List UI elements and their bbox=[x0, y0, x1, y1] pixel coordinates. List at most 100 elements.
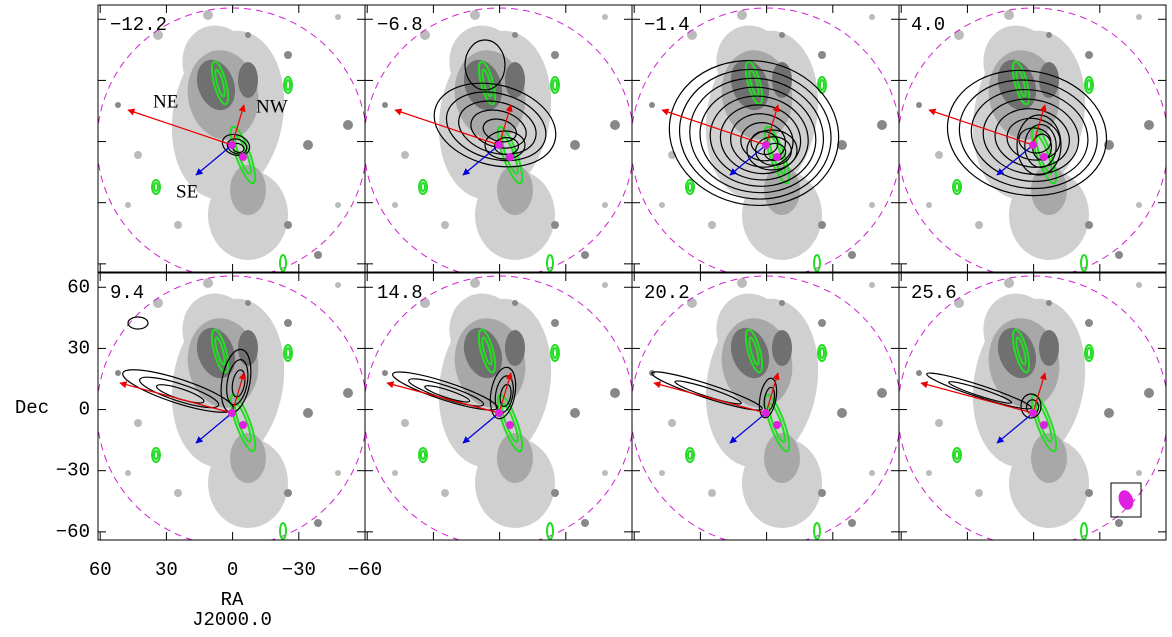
source bbox=[495, 409, 503, 417]
green-contour bbox=[813, 254, 821, 272]
x-tick-label: 60 bbox=[89, 559, 112, 581]
star bbox=[869, 202, 875, 208]
star bbox=[134, 419, 142, 427]
green-contour bbox=[819, 79, 825, 91]
black-contour bbox=[709, 95, 809, 181]
source bbox=[239, 153, 247, 161]
panel: 4.0 bbox=[898, 4, 1167, 273]
panel: NE NW SE −12.2 bbox=[97, 4, 366, 273]
star bbox=[1085, 51, 1093, 59]
black-contour bbox=[1016, 114, 1062, 176]
x-tick-label: −30 bbox=[282, 559, 316, 581]
black-contour bbox=[433, 82, 557, 168]
star bbox=[343, 388, 353, 398]
green-contour bbox=[477, 328, 497, 374]
star bbox=[975, 489, 983, 497]
black-contour bbox=[926, 372, 1032, 410]
star bbox=[954, 298, 964, 308]
green-contour bbox=[1011, 60, 1031, 106]
star bbox=[1046, 32, 1052, 38]
star bbox=[1085, 319, 1093, 327]
star bbox=[659, 202, 665, 208]
green-contour bbox=[817, 344, 827, 362]
green-contour bbox=[763, 393, 791, 453]
green-contour bbox=[1015, 68, 1027, 98]
star bbox=[314, 251, 322, 259]
panel-content bbox=[899, 7, 1166, 272]
black-contour bbox=[464, 39, 506, 91]
black-contour bbox=[994, 108, 1070, 168]
green-contour bbox=[229, 393, 257, 453]
green-contour bbox=[552, 79, 558, 91]
arrow-ne bbox=[920, 381, 1034, 414]
green-contour bbox=[151, 447, 161, 463]
star bbox=[1004, 10, 1014, 20]
black-contour bbox=[139, 376, 220, 409]
x-axis-label-2: J2000.0 bbox=[192, 609, 272, 631]
grey-emission bbox=[1039, 330, 1059, 366]
star bbox=[470, 10, 480, 20]
grey-emission bbox=[505, 62, 525, 98]
x-axis-label: RA bbox=[221, 589, 244, 611]
arrow-ne bbox=[394, 108, 500, 146]
star bbox=[303, 140, 313, 150]
source bbox=[762, 141, 770, 149]
star bbox=[1115, 519, 1123, 527]
black-contour bbox=[758, 377, 778, 419]
panel-label: 9.4 bbox=[110, 282, 144, 304]
star bbox=[1136, 470, 1142, 476]
star bbox=[779, 300, 785, 306]
grey-emission bbox=[997, 327, 1037, 379]
panel-content bbox=[632, 7, 899, 272]
star bbox=[687, 30, 697, 40]
grey-emission bbox=[463, 327, 503, 379]
panel: 9.4 60 30 0 −30 −60 60 30 0 −30 −60 bbox=[56, 272, 382, 581]
star bbox=[401, 419, 409, 427]
star bbox=[125, 470, 131, 476]
star bbox=[610, 388, 620, 398]
green-contour bbox=[550, 344, 560, 362]
green-contour bbox=[420, 182, 426, 192]
grey-emission bbox=[238, 330, 258, 366]
star bbox=[837, 140, 847, 150]
arrow-nw bbox=[1032, 104, 1047, 146]
star bbox=[737, 10, 747, 20]
green-contour bbox=[418, 447, 428, 463]
star bbox=[869, 470, 875, 476]
panel-label: 4.0 bbox=[911, 14, 945, 36]
star bbox=[602, 282, 608, 288]
star bbox=[1004, 278, 1014, 288]
green-contour bbox=[1080, 522, 1088, 540]
star bbox=[115, 102, 121, 108]
green-contour bbox=[283, 76, 293, 94]
black-contour bbox=[763, 142, 787, 162]
star bbox=[570, 408, 580, 418]
star bbox=[602, 470, 608, 476]
star bbox=[737, 278, 747, 288]
green-contour bbox=[552, 347, 558, 359]
green-contour bbox=[1086, 79, 1092, 91]
grey-emission bbox=[1039, 62, 1059, 98]
star bbox=[343, 120, 353, 130]
green-contour bbox=[813, 522, 821, 540]
arrow-label: NE bbox=[153, 91, 178, 112]
arrow-se bbox=[462, 412, 500, 444]
source bbox=[228, 409, 236, 417]
arrow-ne bbox=[661, 108, 767, 146]
panel-content bbox=[899, 275, 1166, 540]
star bbox=[869, 14, 875, 20]
black-contour bbox=[674, 380, 742, 405]
black-contour bbox=[127, 316, 149, 330]
green-contour bbox=[285, 79, 291, 91]
star bbox=[916, 370, 922, 376]
star bbox=[134, 151, 142, 159]
star bbox=[284, 221, 292, 229]
grey-emission bbox=[463, 59, 503, 111]
black-contour bbox=[1020, 393, 1042, 419]
black-contour bbox=[689, 77, 825, 194]
black-contour bbox=[668, 59, 840, 207]
star bbox=[115, 370, 121, 376]
star bbox=[512, 300, 518, 306]
arrow-nw bbox=[498, 372, 513, 414]
